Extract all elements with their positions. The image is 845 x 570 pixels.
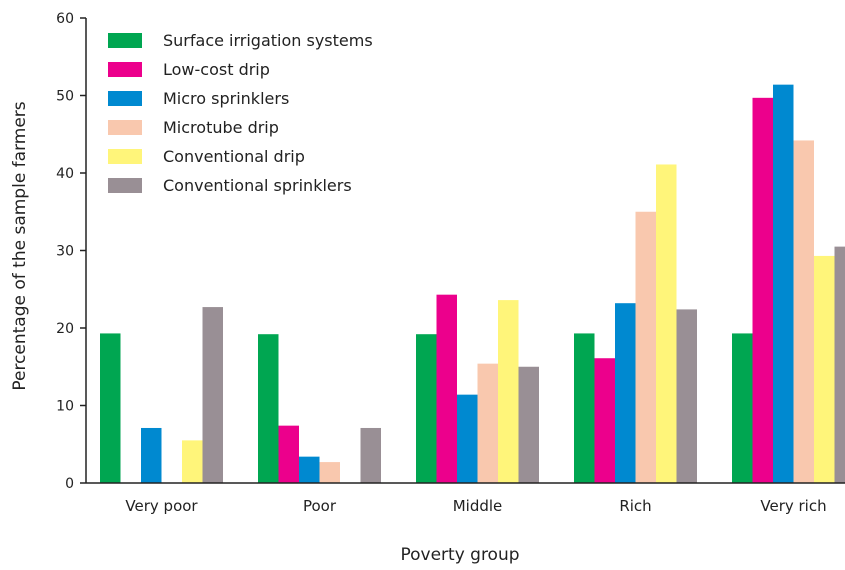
x-category-label-middle: Middle — [453, 497, 503, 515]
bar-micro-sprinklers-poor — [299, 456, 320, 483]
bar-micro-sprinklers-very-rich — [773, 84, 794, 484]
bar-surface-irrigation-systems-middle — [416, 334, 437, 483]
bar-low-cost-drip-rich — [594, 358, 615, 483]
bar-microtube-drip-poor — [319, 462, 340, 483]
bar-surface-irrigation-systems-poor — [258, 334, 279, 483]
x-category-label-rich: Rich — [619, 497, 651, 515]
bar-conventional-sprinklers-rich — [676, 309, 697, 483]
legend-swatch-conventional-sprinklers — [108, 178, 142, 193]
bar-surface-irrigation-systems-very-rich — [732, 333, 753, 483]
bar-surface-irrigation-systems-rich — [574, 333, 595, 483]
x-category-label-poor: Poor — [303, 497, 337, 515]
bar-conventional-drip-middle — [498, 300, 519, 483]
x-category-label-very-rich: Very rich — [760, 497, 826, 515]
bar-micro-sprinklers-rich — [615, 303, 636, 483]
legend-swatch-micro-sprinklers — [108, 91, 142, 106]
legend-swatch-low-cost-drip — [108, 62, 142, 77]
bar-conventional-drip-rich — [656, 164, 677, 483]
bar-conventional-sprinklers-very-rich — [834, 246, 845, 483]
y-axis-ticks: 0 10 20 30 40 50 60 — [56, 11, 86, 492]
legend-label-conventional-sprinklers: Conventional sprinklers — [163, 176, 352, 195]
bars-group — [100, 84, 845, 484]
legend-swatch-conventional-drip — [108, 149, 142, 164]
y-tick-label: 40 — [56, 166, 74, 182]
y-tick-label: 0 — [65, 476, 74, 492]
legend-label-conventional-drip: Conventional drip — [163, 147, 305, 166]
legend: Surface irrigation systems Low-cost drip M… — [108, 31, 373, 195]
bar-microtube-drip-rich — [635, 211, 656, 483]
x-category-label-very-poor: Very poor — [125, 497, 198, 515]
bar-surface-irrigation-systems-very-poor — [100, 333, 121, 483]
y-tick-label: 50 — [56, 89, 74, 105]
x-axis-title: Poverty group — [400, 545, 519, 565]
x-axis-category-labels: Very poor Poor Middle Rich Very rich — [125, 497, 826, 515]
legend-label-surface-irrigation-systems: Surface irrigation systems — [163, 31, 373, 50]
bar-conventional-sprinklers-middle — [518, 366, 539, 483]
bar-low-cost-drip-middle — [436, 294, 457, 483]
legend-label-microtube-drip: Microtube drip — [163, 118, 279, 137]
bar-conventional-drip-very-poor — [182, 440, 203, 483]
y-tick-label: 10 — [56, 399, 74, 415]
bar-micro-sprinklers-very-poor — [141, 427, 162, 483]
y-tick-label: 60 — [56, 11, 74, 27]
legend-swatch-surface-irrigation-systems — [108, 33, 142, 48]
legend-label-low-cost-drip: Low-cost drip — [163, 60, 270, 79]
bar-conventional-drip-very-rich — [814, 255, 835, 483]
y-tick-label: 20 — [56, 321, 74, 337]
bar-low-cost-drip-very-rich — [752, 97, 773, 483]
bar-conventional-sprinklers-very-poor — [202, 307, 223, 483]
bar-low-cost-drip-poor — [278, 425, 299, 483]
y-axis-title: Percentage of the sample farmers — [10, 101, 30, 390]
bar-micro-sprinklers-middle — [457, 394, 478, 483]
legend-swatch-microtube-drip — [108, 120, 142, 135]
bar-conventional-sprinklers-poor — [360, 427, 381, 483]
legend-label-micro-sprinklers: Micro sprinklers — [163, 89, 289, 108]
bar-microtube-drip-very-rich — [793, 140, 814, 483]
y-tick-label: 30 — [56, 244, 74, 260]
bar-microtube-drip-middle — [477, 363, 498, 483]
